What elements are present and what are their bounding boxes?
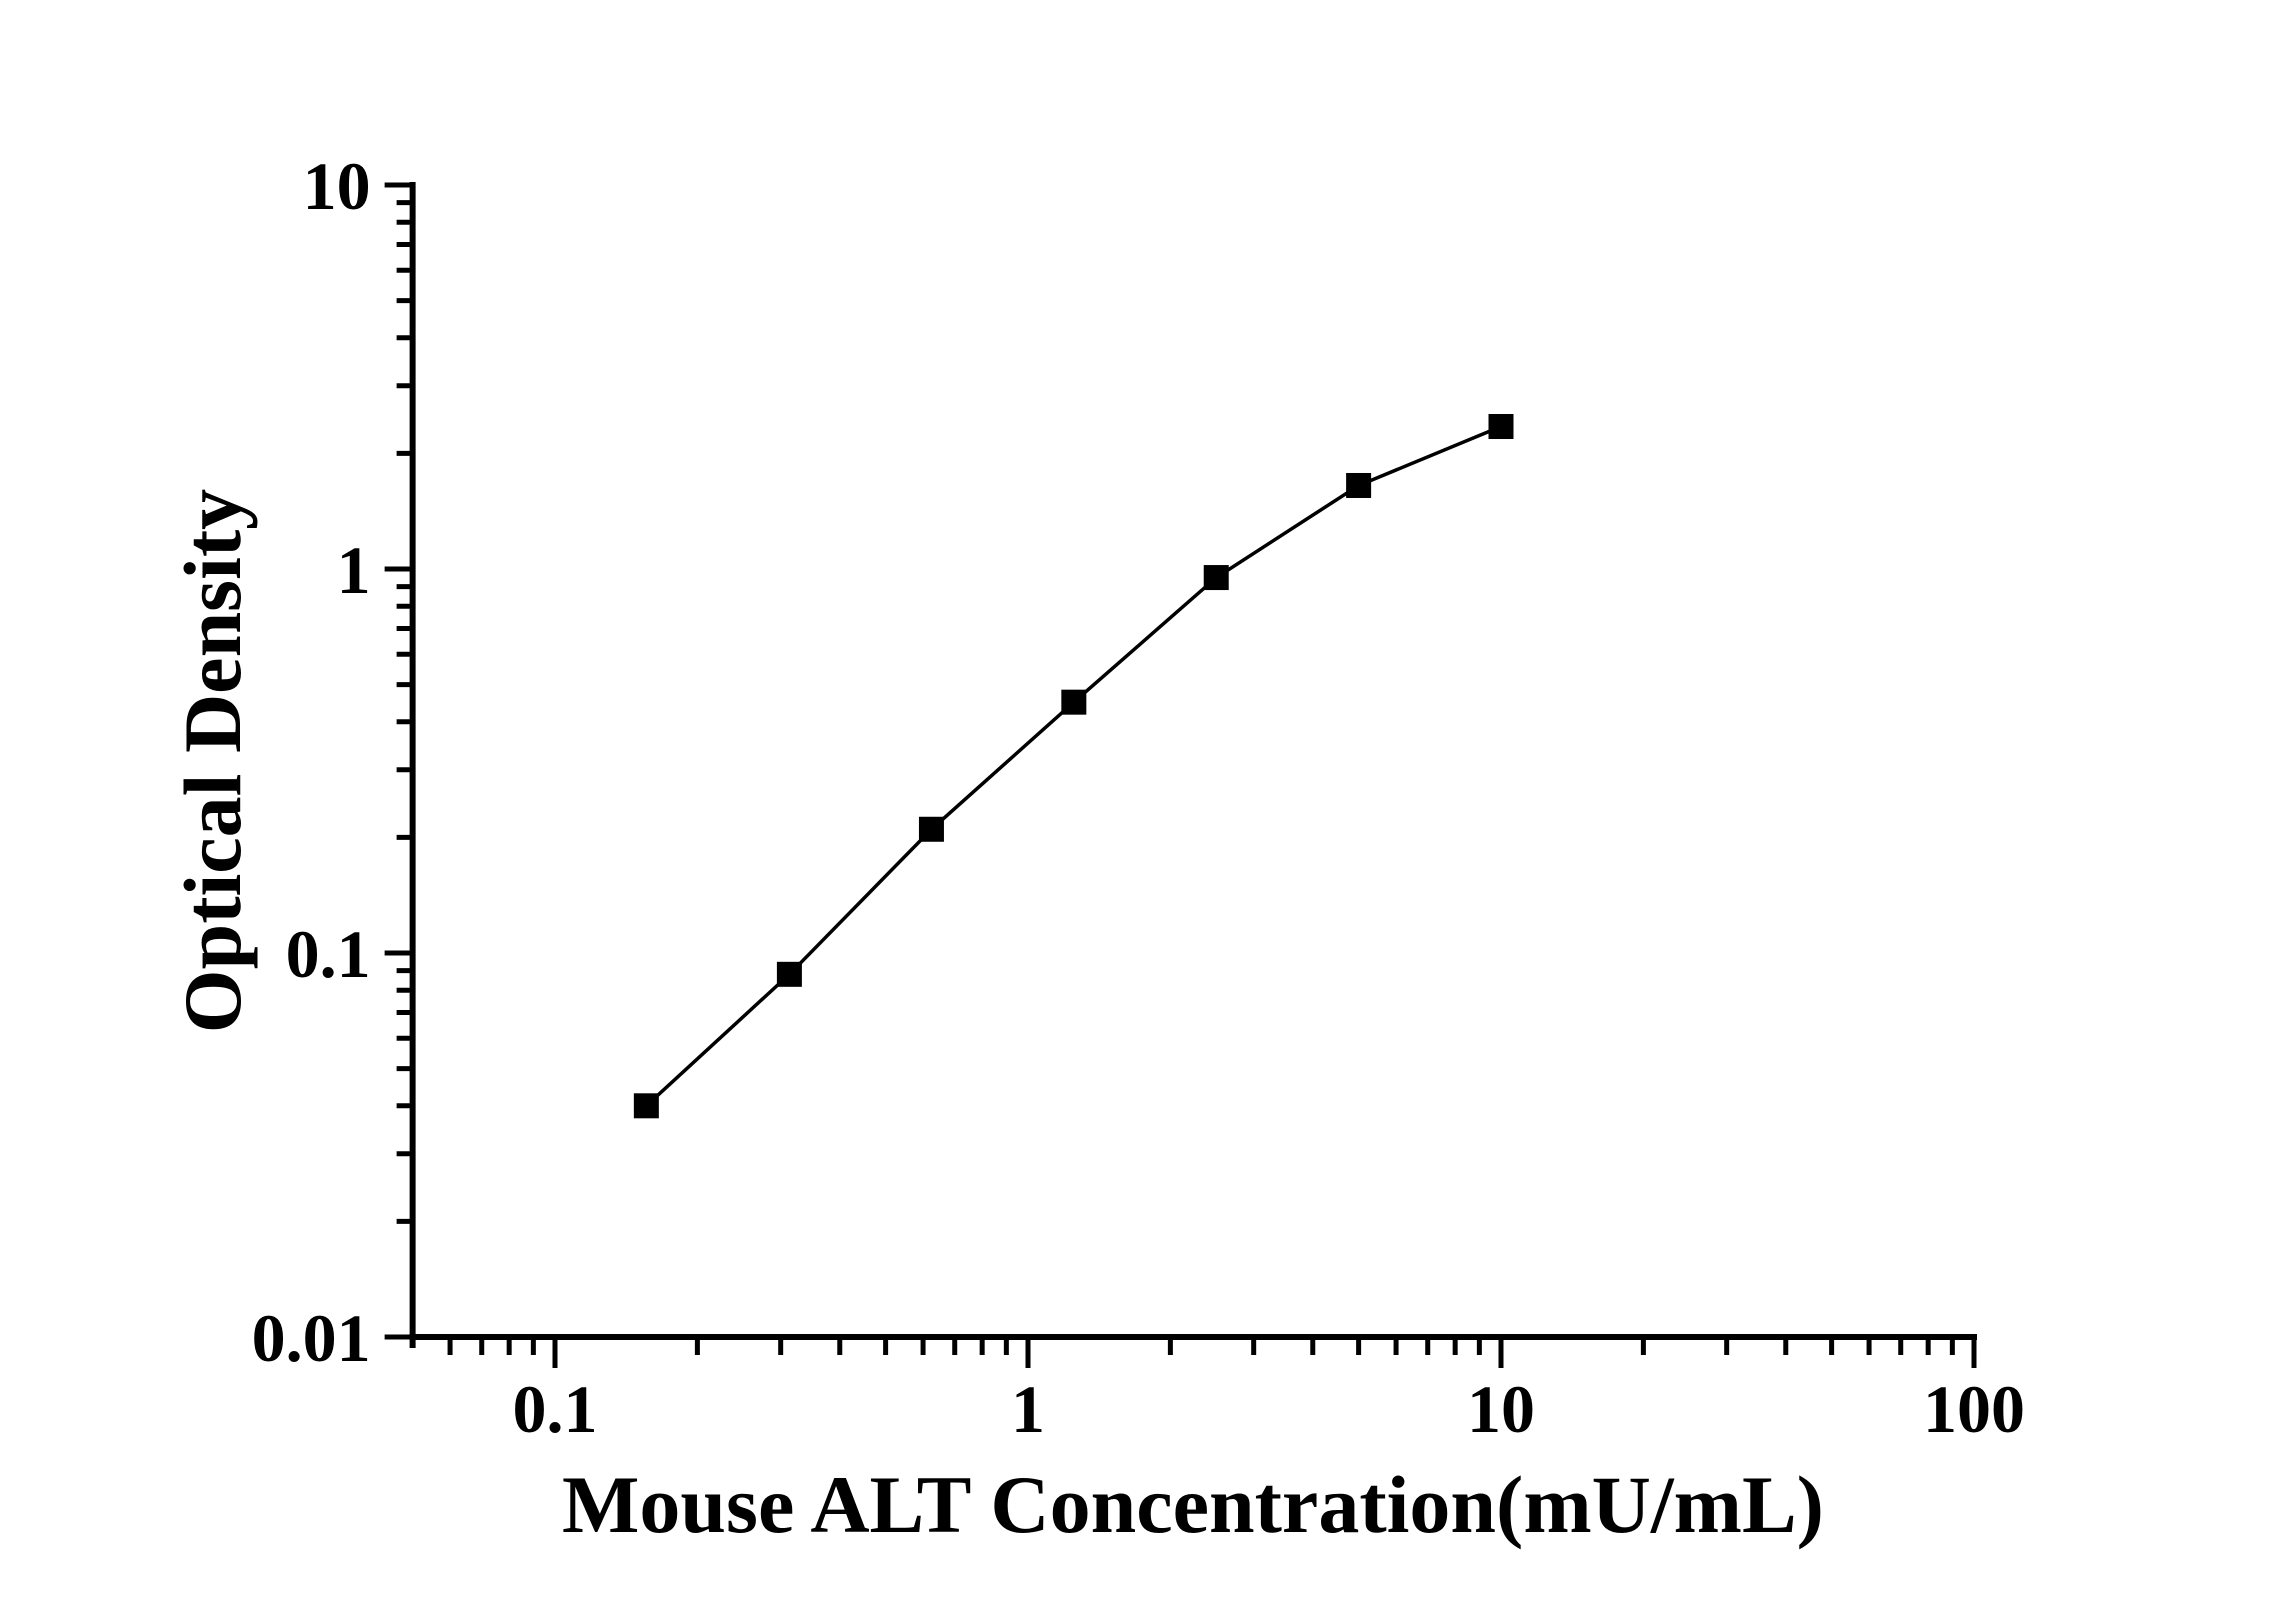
x-tick-label: 10 bbox=[1467, 1371, 1535, 1447]
ticks-layer bbox=[384, 182, 1977, 1368]
y-tick-label: 0.1 bbox=[286, 916, 371, 992]
series-layer bbox=[633, 414, 1514, 1119]
y-tick-label: 0.01 bbox=[252, 1300, 371, 1376]
x-tick-label: 1 bbox=[1011, 1371, 1045, 1447]
data-point-marker bbox=[1203, 565, 1229, 591]
data-point-marker bbox=[1061, 689, 1087, 715]
data-point-marker bbox=[1346, 472, 1372, 498]
y-tick-label: 1 bbox=[337, 532, 371, 608]
x-tick-label: 100 bbox=[1923, 1371, 2025, 1447]
data-point-marker bbox=[918, 816, 944, 842]
y-tick-label: 10 bbox=[303, 148, 371, 224]
data-point-marker bbox=[1488, 414, 1514, 440]
axes-layer bbox=[409, 182, 1977, 1348]
data-point-marker bbox=[633, 1093, 659, 1119]
data-point-marker bbox=[776, 961, 802, 987]
x-tick-label: 0.1 bbox=[513, 1371, 598, 1447]
series-line bbox=[645, 424, 1502, 1108]
x-axis-title: Mouse ALT Concentration(mU/mL) bbox=[562, 1459, 1824, 1550]
y-axis-title: Optical Density bbox=[167, 489, 258, 1033]
tick-labels-layer: 0.1 1 10 100 0.01 0.1 1 10 bbox=[252, 148, 2025, 1447]
